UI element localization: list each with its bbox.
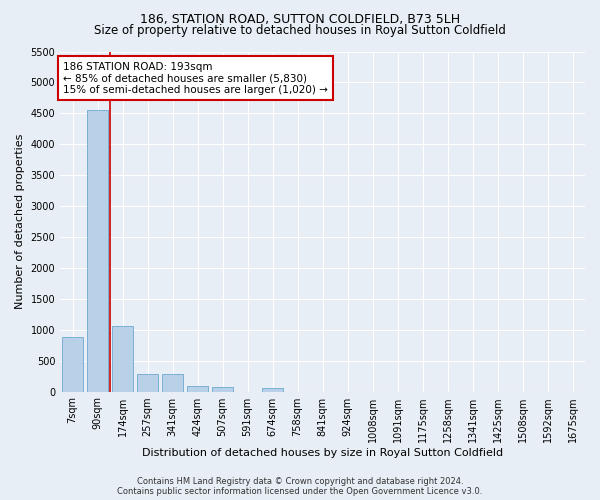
Y-axis label: Number of detached properties: Number of detached properties: [15, 134, 25, 309]
Text: Contains HM Land Registry data © Crown copyright and database right 2024.
Contai: Contains HM Land Registry data © Crown c…: [118, 476, 482, 496]
Bar: [162, 374, 183, 392]
Bar: [262, 388, 283, 392]
Text: 186 STATION ROAD: 193sqm
← 85% of detached houses are smaller (5,830)
15% of sem: 186 STATION ROAD: 193sqm ← 85% of detach…: [63, 62, 328, 95]
Bar: [112, 326, 133, 392]
Bar: [62, 337, 83, 392]
Bar: [137, 374, 158, 392]
Bar: [187, 386, 208, 392]
Bar: [87, 110, 108, 392]
X-axis label: Distribution of detached houses by size in Royal Sutton Coldfield: Distribution of detached houses by size …: [142, 448, 503, 458]
Bar: [212, 386, 233, 392]
Text: 186, STATION ROAD, SUTTON COLDFIELD, B73 5LH: 186, STATION ROAD, SUTTON COLDFIELD, B73…: [140, 12, 460, 26]
Text: Size of property relative to detached houses in Royal Sutton Coldfield: Size of property relative to detached ho…: [94, 24, 506, 37]
